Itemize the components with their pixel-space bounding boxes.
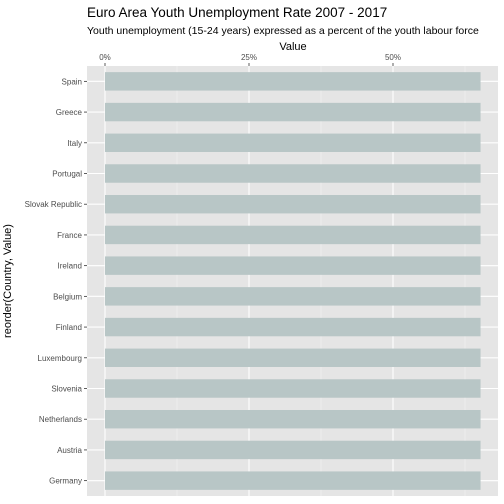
bar-spain (105, 72, 481, 91)
category-label: Italy (67, 139, 82, 148)
bar-luxembourg (105, 348, 481, 367)
category-label: Germany (49, 477, 82, 486)
category-label: Slovenia (51, 385, 82, 394)
chart-subtitle: Youth unemployment (15-24 years) express… (87, 25, 479, 37)
bar-slovenia (105, 379, 481, 398)
bar-austria (105, 440, 481, 460)
category-label: Finland (56, 323, 82, 332)
plot-panel (87, 66, 498, 496)
category-label: Portugal (52, 170, 82, 179)
category-label: Slovak Republic (25, 200, 82, 209)
bar-netherlands (105, 410, 481, 429)
bars (105, 72, 481, 490)
category-label: France (57, 231, 82, 240)
x-axis-ticks: 0% 25% 50% (99, 53, 401, 66)
chart-title: Euro Area Youth Unemployment Rate 2007 -… (87, 5, 387, 20)
bar-germany (105, 471, 481, 490)
y-axis-ticks: Spain Greece Italy Portugal Slovak Republic F… (25, 77, 87, 486)
bar-finland (105, 317, 481, 337)
x-tick-label: 0% (99, 53, 111, 62)
x-tick-label: 25% (241, 53, 257, 62)
bar-ireland (105, 256, 481, 275)
bar-france (105, 225, 481, 245)
bar-portugal (105, 164, 481, 183)
bar-italy (105, 133, 481, 152)
y-axis-title: reorder(Country, Value) (2, 224, 14, 338)
x-axis-title: Value (279, 41, 306, 53)
bar-slovak-republic (105, 195, 481, 214)
category-label: Austria (57, 446, 82, 455)
x-tick-label: 50% (385, 53, 401, 62)
category-label: Netherlands (39, 415, 82, 424)
category-label: Luxembourg (38, 354, 82, 363)
bar-greece (105, 102, 481, 122)
category-label: Spain (62, 77, 82, 86)
category-label: Greece (56, 108, 83, 117)
bar-belgium (105, 287, 481, 306)
category-label: Ireland (58, 262, 82, 271)
category-label: Belgium (53, 292, 82, 301)
